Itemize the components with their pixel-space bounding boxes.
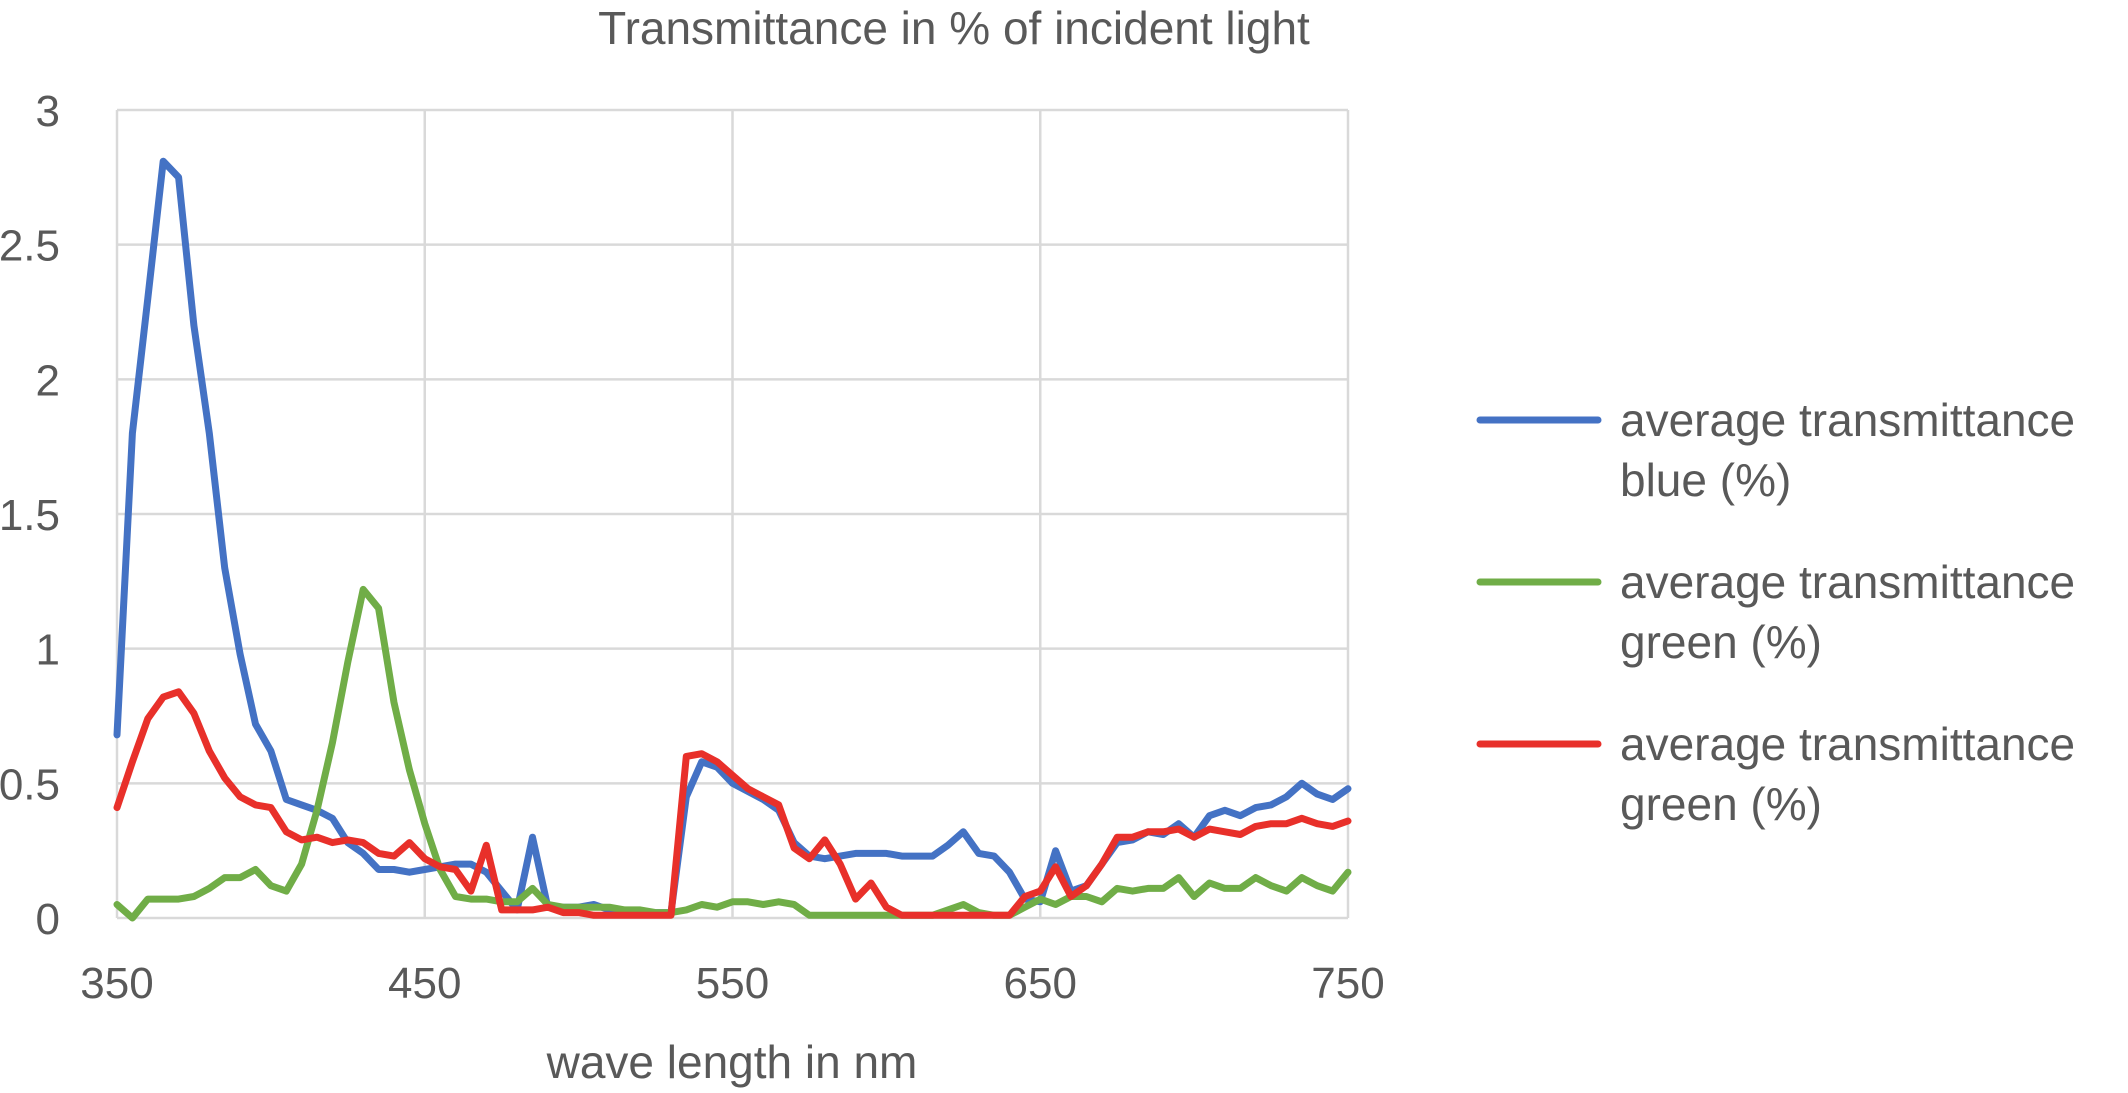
series-line-2	[113, 585, 1352, 922]
series-lines	[113, 157, 1352, 922]
y-tick-label: 2.5	[0, 222, 60, 271]
y-tick-label: 0	[36, 895, 60, 944]
legend-label-1: average transmittance blue (%)	[1620, 394, 2075, 506]
legend-label-2: average transmittance green (%)	[1620, 556, 2075, 668]
x-tick-label: 750	[1311, 959, 1384, 1008]
x-axis-ticks: 350 450 550 650 750	[80, 959, 1384, 1008]
y-axis-ticks: 0 0.5 1 1.5 2 2.5 3	[0, 87, 60, 944]
grid	[115, 108, 1350, 920]
x-axis-title: wave length in nm	[546, 1036, 918, 1088]
y-tick-label: 1.5	[0, 491, 60, 540]
x-tick-label: 550	[696, 959, 769, 1008]
chart-title: Transmittance in % of incident light	[598, 2, 1310, 54]
x-tick-label: 650	[1004, 959, 1077, 1008]
x-tick-label: 350	[80, 959, 153, 1008]
y-tick-label: 2	[36, 356, 60, 405]
y-tick-label: 3	[36, 87, 60, 136]
y-tick-label: 0.5	[0, 760, 60, 809]
legend-label-3: average transmittance green (%)	[1620, 718, 2075, 830]
x-tick-label: 450	[388, 959, 461, 1008]
series-line-3	[113, 688, 1352, 919]
y-tick-label: 1	[36, 626, 60, 675]
legend: average transmittance blue (%) average tra…	[1476, 394, 2075, 830]
